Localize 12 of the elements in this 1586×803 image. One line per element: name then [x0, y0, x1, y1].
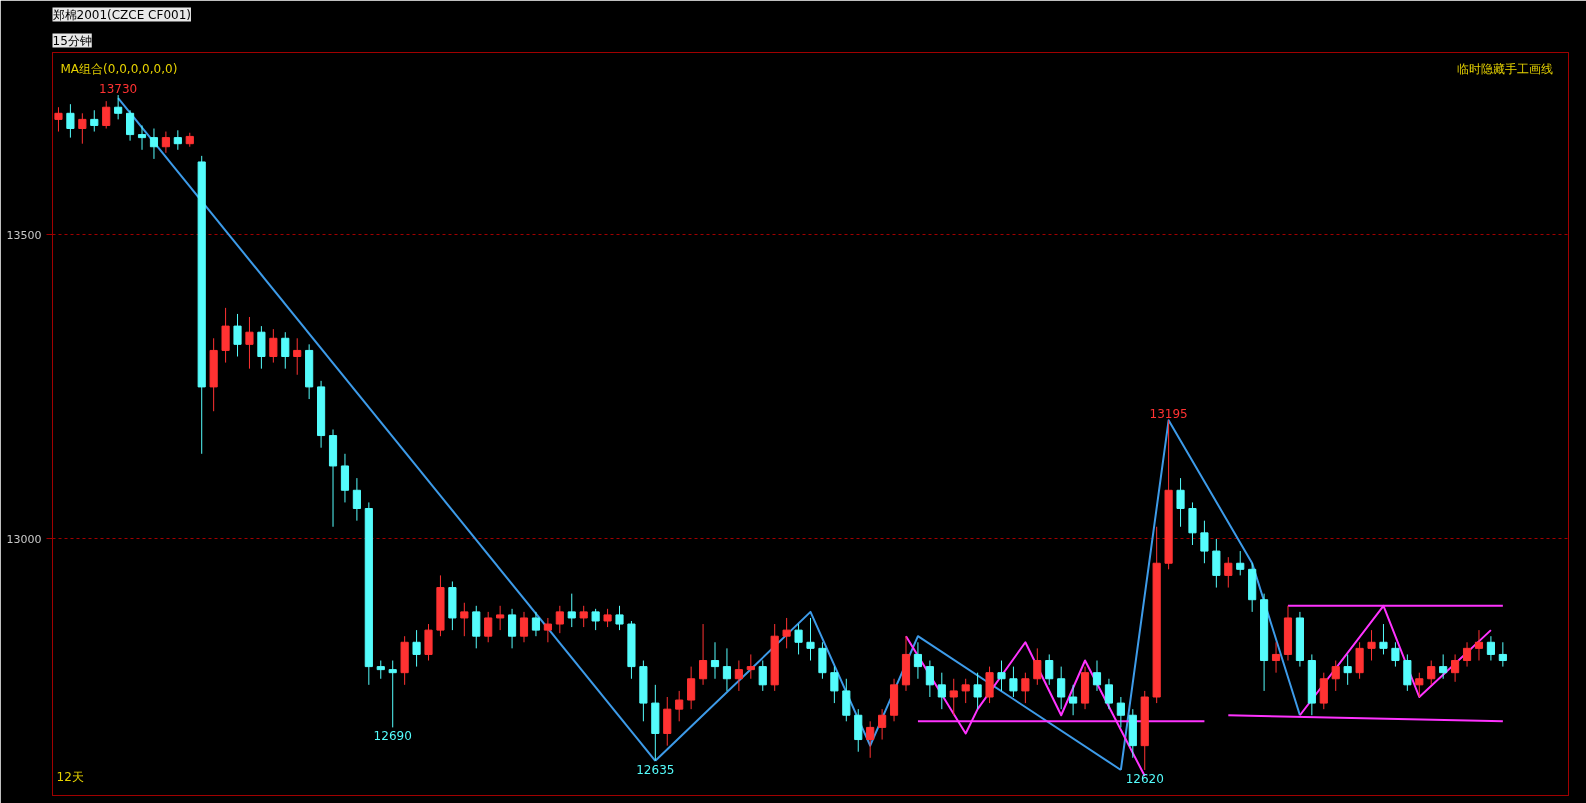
y-tick-label: 13500 — [6, 228, 42, 242]
annotation: 12天 — [56, 769, 84, 784]
annotation: MA组合(0,0,0,0,0,0) — [60, 61, 178, 76]
chart-subtitle: 15分钟 — [52, 33, 92, 48]
annotation: 临时隐藏手工画线 — [1456, 61, 1553, 76]
annotation: 13195 — [1149, 407, 1188, 422]
annotation: 12690 — [373, 729, 412, 744]
y-tick-label: 13000 — [6, 532, 42, 546]
annotation: 13730 — [99, 82, 138, 97]
annotation: 12620 — [1125, 771, 1164, 786]
chart-title: 郑棉2001(CZCE CF001) — [52, 7, 191, 22]
annotation: 12635 — [636, 762, 675, 777]
